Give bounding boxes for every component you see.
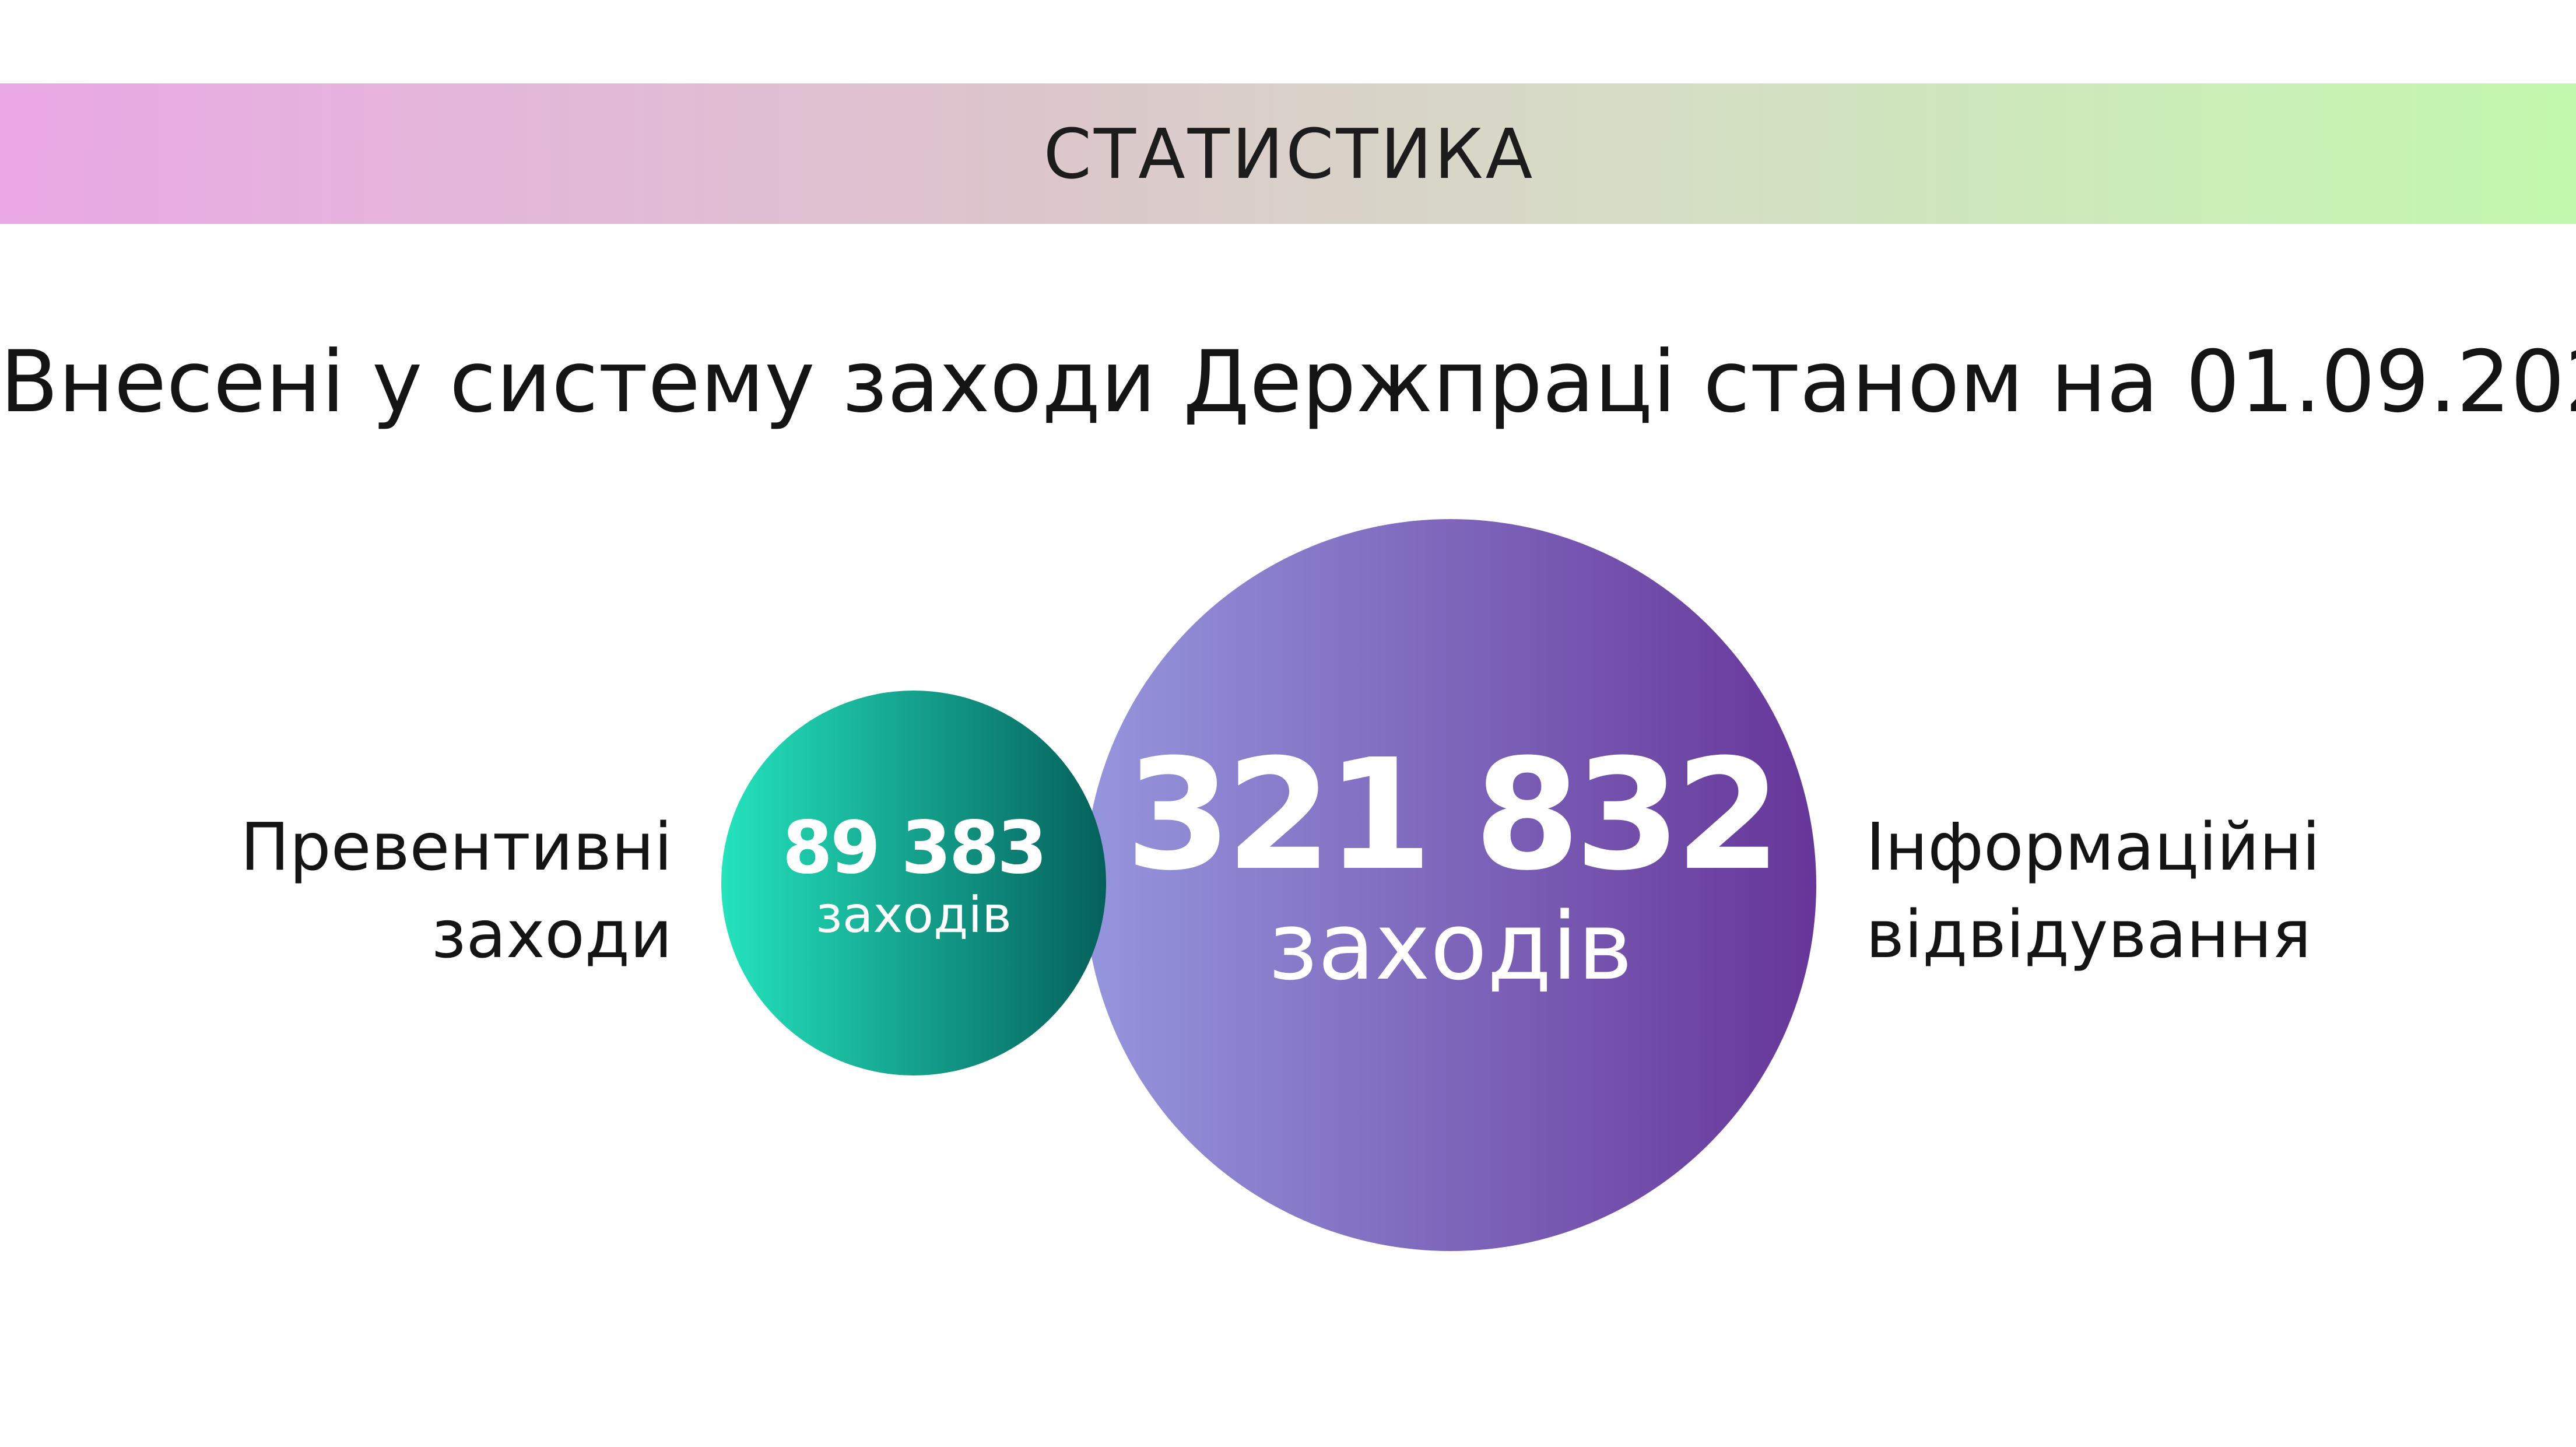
header-banner: СТАТИСТИКА (0, 83, 2576, 224)
series-label-informational: Інформаційні відвідування (1866, 804, 2320, 979)
series-label-line: заходи (431, 897, 672, 973)
bubble-unit: заходів (1268, 891, 1633, 1001)
bubble-value: 321 832 (1125, 726, 1781, 904)
series-label-preventive: Превентивні заходи (240, 804, 672, 979)
bubble-unit: заходів (816, 886, 1012, 944)
bubble-value: 89 383 (782, 806, 1048, 890)
series-label-line: відвідування (1866, 897, 2311, 973)
banner-title: СТАТИСТИКА (1043, 113, 1535, 194)
chart-title: Внесені у систему заходи Держпраці стано… (0, 332, 2576, 432)
bubble-preventive: 89 383 заходів (721, 691, 1106, 1075)
series-label-line: Превентивні (240, 810, 672, 885)
series-label-line: Інформаційні (1866, 810, 2321, 885)
bubble-informational: 321 832 заходів (1085, 519, 1816, 1251)
